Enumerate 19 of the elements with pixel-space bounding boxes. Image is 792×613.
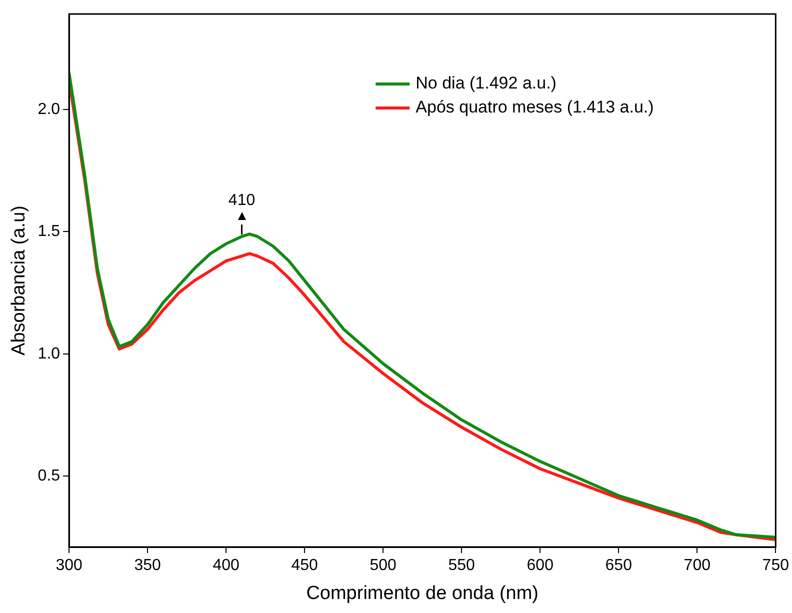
x-tick-label: 400 xyxy=(212,557,240,574)
x-axis-title: Comprimento de onda (nm) xyxy=(306,582,539,604)
x-tick-label: 350 xyxy=(134,557,161,574)
annotation: 410 xyxy=(228,192,256,209)
legend-label: Após quatro meses (1.413 a.u.) xyxy=(416,98,654,117)
y-tick-label: 1.0 xyxy=(38,345,60,362)
x-tick-label: 450 xyxy=(291,557,318,574)
y-axis-title: Absorbancia (a.u) xyxy=(8,206,30,356)
x-tick-label: 550 xyxy=(448,557,476,574)
x-tick-label: 650 xyxy=(605,557,632,574)
y-tick-label: 0.5 xyxy=(38,468,60,485)
legend-label: No dia (1.492 a.u.) xyxy=(416,74,556,93)
x-tick-label: 750 xyxy=(762,557,790,574)
x-tick-label: 600 xyxy=(526,557,554,574)
y-tick-label: 2.0 xyxy=(38,100,60,118)
x-tick-label: 700 xyxy=(684,557,711,574)
x-tick-label: 300 xyxy=(56,557,82,574)
x-tick-label: 500 xyxy=(370,557,397,574)
y-tick-label: 1.5 xyxy=(38,223,60,240)
